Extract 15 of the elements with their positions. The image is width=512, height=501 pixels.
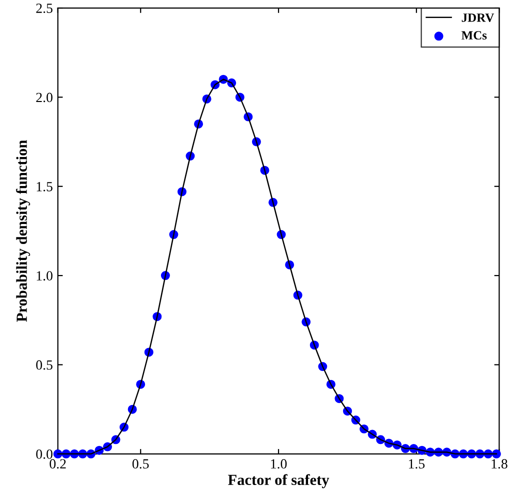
y-tick-label: 1.0 [36, 271, 52, 281]
x-tick-label: 1.5 [408, 459, 425, 469]
legend-label: JDRV [462, 14, 494, 22]
x-tick-label: 1.0 [271, 459, 287, 469]
y-tick-label: 2.5 [36, 4, 52, 14]
x-tick-label: 0.5 [132, 459, 149, 469]
y-tick-label: 2.0 [36, 92, 52, 102]
y-tick-label: 1.5 [36, 182, 52, 192]
y-axis-title: Probability density function [16, 140, 30, 322]
legend-label: MCs [462, 31, 487, 40]
y-tick-label: 0.0 [36, 449, 52, 459]
x-tick-label: 0.2 [50, 459, 66, 469]
y-tick-label: 0.5 [36, 360, 52, 370]
x-tick-label: 1.8 [492, 459, 508, 469]
x-axis-title: Factor of safety [228, 474, 330, 488]
